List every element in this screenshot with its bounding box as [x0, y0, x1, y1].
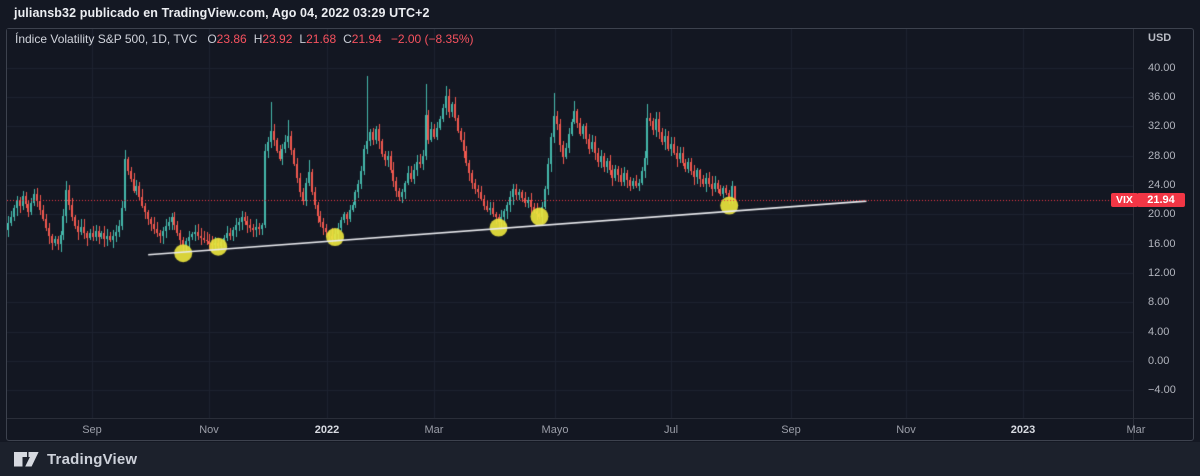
price-tick: 36.00 — [1148, 91, 1176, 104]
plot-area[interactable]: Índice Volatility S&P 500, 1D, TVC O23.86… — [7, 29, 1138, 418]
publication-info: juliansb32 publicado en TradingView.com,… — [14, 6, 430, 20]
legend-close: C21.94 — [343, 32, 382, 46]
price-tick: 16.00 — [1148, 237, 1176, 250]
price-tick: 4.00 — [1148, 325, 1170, 338]
legend-change: −2.00 (−8.35%) — [390, 32, 474, 46]
chart-widget: Índice Volatility S&P 500, 1D, TVC O23.86… — [6, 28, 1194, 441]
candlestick-chart[interactable] — [7, 29, 1133, 418]
time-tick: Mayo — [541, 424, 569, 436]
time-tick: Nov — [896, 424, 916, 436]
price-tick: 12.00 — [1148, 267, 1176, 280]
currency-label: USD — [1148, 32, 1172, 44]
price-tick: 20.00 — [1148, 208, 1176, 221]
legend-high: H23.92 — [253, 32, 293, 46]
header-bar: juliansb32 publicado en TradingView.com,… — [0, 0, 1200, 27]
footer-bar: TradingView — [0, 442, 1200, 476]
price-tick: 32.00 — [1148, 120, 1176, 133]
time-axis[interactable]: Sep Nov 2022 Mar Mayo Jul Sep Nov 2023 Mar — [7, 418, 1193, 440]
time-tick: Mar — [1126, 424, 1146, 436]
time-tick: Jul — [663, 424, 679, 436]
price-tick: −4.00 — [1148, 384, 1176, 397]
legend-low: L21.68 — [299, 32, 337, 46]
time-tick: Sep — [82, 424, 102, 436]
price-tick: 0.00 — [1148, 355, 1170, 368]
price-tick: 40.00 — [1148, 61, 1176, 74]
time-tick: Sep — [781, 424, 801, 436]
price-axis[interactable]: USD 21.94 40.00 36.00 32.00 28.00 24.00 20.00… — [1133, 29, 1193, 440]
price-tick: 8.00 — [1148, 296, 1170, 309]
symbol-price-flag: VIX — [1111, 193, 1138, 207]
time-tick-year: 2022 — [314, 424, 340, 436]
price-tick: 24.00 — [1148, 179, 1176, 192]
last-price-label: 21.94 — [1137, 193, 1185, 207]
tradingview-brand[interactable]: TradingView — [47, 450, 138, 468]
legend-open: O23.86 — [207, 32, 247, 46]
tradingview-logo-icon[interactable] — [14, 451, 39, 467]
time-tick-year: 2023 — [1010, 424, 1036, 436]
price-tick: 28.00 — [1148, 149, 1176, 162]
chart-legend: Índice Volatility S&P 500, 1D, TVC O23.86… — [15, 32, 474, 48]
time-tick: Nov — [199, 424, 219, 436]
legend-symbol-title: Índice Volatility S&P 500, 1D, TVC — [15, 32, 198, 46]
time-tick: Mar — [424, 424, 444, 436]
